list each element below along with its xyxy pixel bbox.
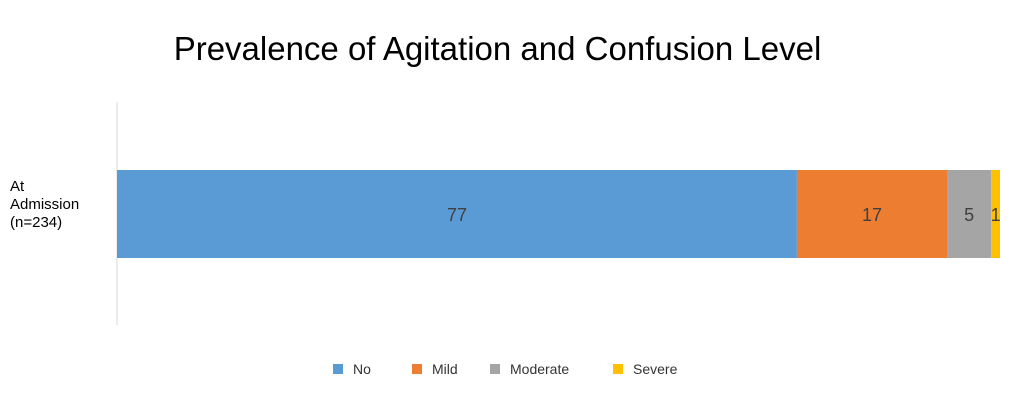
- legend-swatch-moderate: [490, 364, 500, 374]
- legend-label-mild: Mild: [432, 361, 458, 377]
- bar-segment-mild: [796, 170, 948, 258]
- legend-swatch-mild: [412, 364, 422, 374]
- data-label-mild: 17: [862, 205, 882, 225]
- legend-item-severe: Severe: [613, 361, 677, 377]
- legend-item-no: No: [333, 361, 371, 377]
- legend-label-no: No: [353, 361, 371, 377]
- bar-segment-severe: [991, 170, 1000, 258]
- chart-title: Prevalence of Agitation and Confusion Le…: [173, 30, 822, 67]
- bar-segment-no: [117, 170, 797, 258]
- legend-label-severe: Severe: [633, 361, 678, 377]
- legend-swatch-severe: [613, 364, 623, 374]
- data-label-no: 77: [447, 205, 467, 225]
- legend-swatch-no: [333, 364, 343, 374]
- data-label-severe: 1: [991, 205, 1001, 225]
- bar-segment-moderate: [947, 170, 992, 258]
- legend-label-moderate: Moderate: [510, 361, 570, 377]
- data-label-moderate: 5: [964, 205, 974, 225]
- legend-item-mild: Mild: [412, 361, 458, 377]
- legend-item-moderate: Moderate: [490, 361, 569, 377]
- legend: No Mild Moderate Severe: [0, 361, 1024, 381]
- category-label: At Admission (n=234): [10, 178, 80, 231]
